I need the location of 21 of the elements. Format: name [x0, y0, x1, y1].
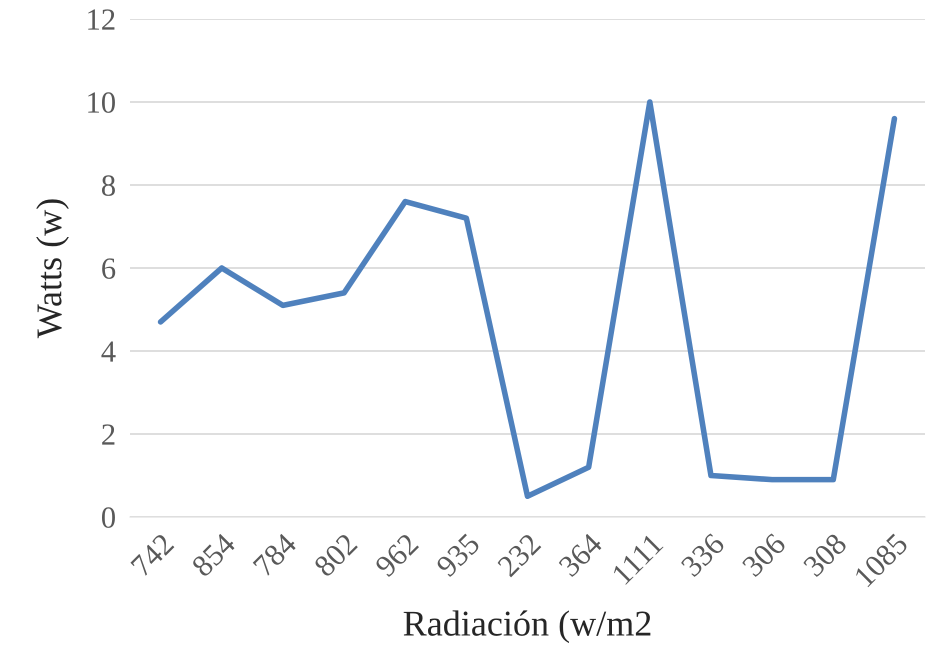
x-tick-label: 232 — [496, 532, 542, 578]
y-tick-label: 4 — [101, 341, 116, 362]
x-tick-label: 308 — [802, 532, 848, 578]
y-tick-label: 6 — [102, 258, 116, 279]
x-tick-label: 962 — [374, 532, 420, 578]
x-tick-label: 742 — [130, 532, 174, 577]
y-tick-label: 2 — [102, 424, 114, 445]
x-tick-label: 935 — [435, 532, 481, 578]
x-tick-label: 306 — [741, 532, 787, 578]
x-tick-label: 364 — [558, 532, 604, 578]
y-tick-label: 12 — [88, 9, 114, 30]
y-tick-label: 0 — [102, 507, 115, 528]
x-tick-label: 336 — [680, 532, 726, 578]
x-tick-label: 854 — [190, 532, 237, 578]
y-tick-label: 8 — [102, 175, 115, 196]
x-tick-label: 1111 — [612, 532, 664, 585]
x-tick-label: 784 — [252, 532, 298, 578]
x-axis-title: Radiación (w/m2 — [404, 610, 650, 644]
x-tick-label: 802 — [313, 532, 358, 578]
y-axis-title: Watts (w) — [36, 199, 69, 338]
y-tick-label: 10 — [88, 92, 115, 113]
